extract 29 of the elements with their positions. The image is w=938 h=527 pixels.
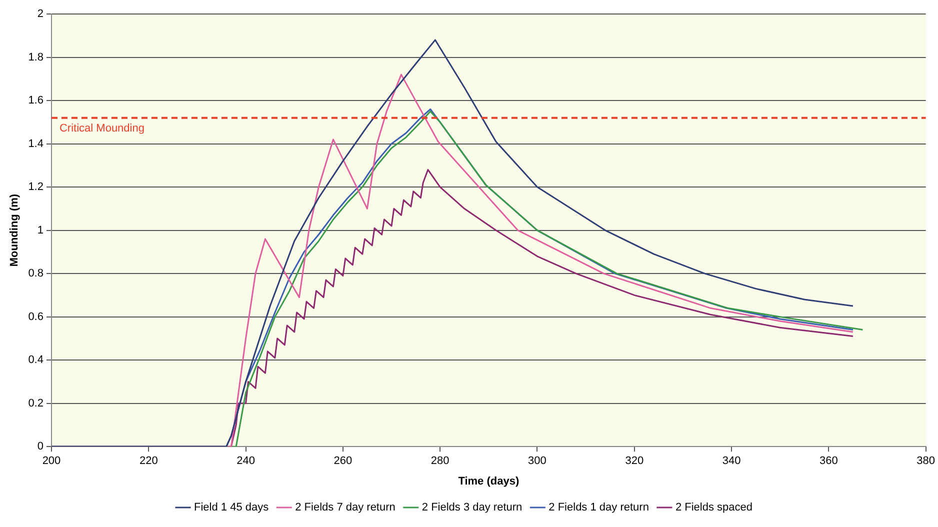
y-tick-label: 0.8: [28, 268, 44, 280]
y-tick-label: 1: [37, 224, 44, 236]
y-axis-title: Mounding (m): [8, 194, 21, 267]
y-tick-label: 2: [37, 8, 44, 20]
x-tick-label: 320: [625, 455, 644, 468]
legend-label: 2 Fields 3 day return: [422, 502, 522, 514]
y-tick-label: 1.2: [28, 181, 44, 194]
x-tick-label: 380: [916, 455, 936, 468]
y-tick-label: 0.2: [28, 397, 44, 410]
x-tick-label: 260: [334, 455, 352, 468]
x-tick-label: 300: [528, 455, 546, 468]
y-tick-label: 1.6: [28, 94, 44, 107]
x-tick-label: 240: [236, 455, 255, 468]
x-tick-label: 340: [722, 455, 741, 468]
x-tick-label: 200: [42, 455, 61, 468]
x-tick-label: 360: [819, 455, 838, 468]
y-tick-label: 1.8: [28, 51, 44, 64]
legend-label: 2 Fields 7 day return: [295, 502, 396, 514]
y-tick-label: 1.4: [28, 138, 44, 150]
y-tick-label: 0: [37, 440, 44, 453]
legend-label: 2 Fields spaced: [675, 502, 752, 514]
legend-label: 2 Fields 1 day return: [548, 502, 649, 514]
x-tick-label: 220: [139, 455, 158, 468]
ref-line-label: Critical Mounding: [59, 122, 144, 134]
x-tick-label: 280: [430, 455, 450, 468]
y-tick-label: 0.6: [28, 310, 44, 323]
y-tick-label: 0.4: [28, 354, 44, 366]
legend-label: Field 1 45 days: [194, 502, 270, 514]
x-axis-title: Time (days): [458, 475, 520, 488]
